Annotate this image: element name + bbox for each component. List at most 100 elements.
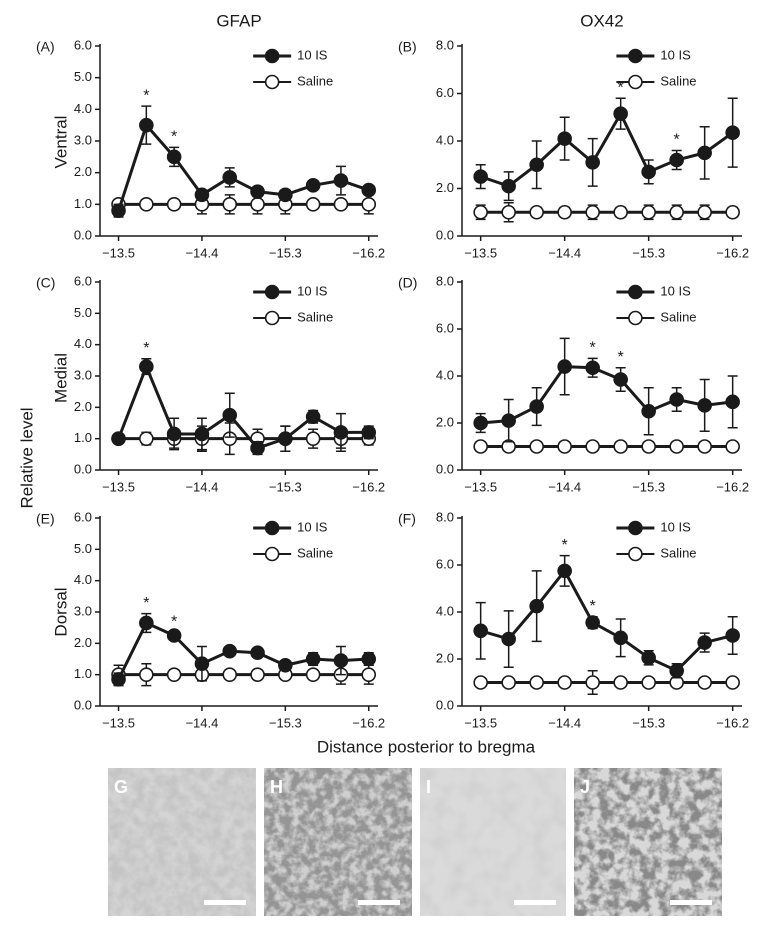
legend-label: Saline	[660, 545, 696, 560]
marker	[529, 598, 544, 614]
marker	[529, 675, 544, 690]
micrographs: G H I J	[108, 768, 722, 916]
marker	[641, 164, 656, 180]
legend-label: Saline	[297, 73, 333, 88]
marker	[222, 667, 238, 682]
marker	[305, 667, 321, 682]
y-tick-label: 8.0	[436, 509, 454, 524]
marker	[697, 398, 712, 413]
marker	[333, 425, 349, 440]
legend-label: Saline	[297, 545, 333, 560]
panel-label: (C)	[36, 275, 55, 291]
series-line	[480, 568, 734, 673]
y-tick-label: 6.0	[436, 85, 454, 100]
panel: (F) 0.0 2.0 4.0 6.0 8.0 −13.5 −14.4 −15.3 −16.2 * *…	[398, 509, 749, 730]
x-tick-label: −16.2	[352, 479, 385, 494]
significance-marker: *	[618, 79, 624, 96]
marker	[166, 197, 182, 212]
legend-label: 10 IS	[660, 283, 691, 298]
x-tick-label: −15.3	[269, 245, 302, 260]
marker	[361, 667, 377, 682]
marker	[501, 631, 516, 647]
marker	[305, 409, 321, 425]
legend-marker	[264, 284, 280, 300]
column-title: GFAP	[216, 11, 261, 30]
column-title: OX42	[580, 11, 623, 30]
marker	[669, 392, 684, 407]
scale-bar	[358, 900, 400, 905]
y-tick-label: 6.0	[436, 320, 454, 335]
series-line	[480, 365, 733, 425]
marker	[529, 204, 544, 220]
x-tick-label: −16.2	[716, 479, 749, 494]
marker	[501, 178, 516, 194]
marker	[725, 675, 740, 690]
marker	[222, 170, 238, 185]
marker	[333, 173, 349, 188]
marker	[669, 204, 684, 220]
marker	[222, 643, 238, 659]
marker	[725, 439, 740, 454]
marker	[501, 675, 516, 690]
significance-marker: *	[171, 129, 177, 146]
y-tick-label: 3.0	[74, 132, 92, 147]
legend-label: 10 IS	[660, 519, 691, 534]
y-tick-label: 2.0	[436, 650, 454, 665]
y-tick-label: 0.0	[74, 227, 92, 242]
marker	[222, 197, 238, 212]
x-tick-label: −14.4	[548, 245, 581, 260]
legend-marker	[264, 520, 280, 536]
y-tick-label: 4.0	[436, 132, 454, 147]
scale-bar	[670, 900, 712, 905]
marker	[194, 656, 210, 672]
panel: (E) 0.0 1.0 2.0 3.0 4.0 5.0 6.0 −13.5 −14.4 −15.3 −…	[36, 509, 385, 730]
marker	[529, 157, 544, 173]
significance-marker: *	[143, 595, 149, 612]
marker	[139, 197, 154, 212]
marker	[305, 431, 321, 446]
y-tick-label: 6.0	[436, 556, 454, 571]
y-tick-label: 8.0	[436, 37, 454, 52]
marker	[669, 439, 684, 454]
panel-label: (B)	[398, 39, 417, 55]
marker	[250, 184, 265, 199]
panel-label: (E)	[36, 511, 55, 527]
y-tick-label: 4.0	[74, 336, 92, 351]
significance-marker: *	[674, 132, 680, 149]
legend-marker	[264, 74, 280, 90]
marker	[641, 439, 656, 454]
marker	[529, 439, 544, 454]
y-tick-label: 0.0	[436, 461, 454, 476]
marker	[278, 657, 293, 673]
marker	[585, 439, 600, 454]
y-tick-label: 6.0	[74, 273, 92, 288]
legend-label: 10 IS	[297, 283, 328, 298]
y-tick-label: 4.0	[436, 603, 454, 618]
marker	[194, 426, 210, 442]
marker	[529, 399, 544, 414]
row-label: Dorsal	[51, 587, 70, 636]
marker	[697, 439, 712, 454]
marker	[725, 125, 740, 140]
legend-label: 10 IS	[660, 47, 691, 62]
legend-marker	[628, 74, 643, 90]
x-tick-label: −15.3	[632, 479, 665, 494]
x-axis-label: Distance posterior to bregma	[317, 737, 536, 756]
marker	[641, 204, 656, 220]
marker	[725, 628, 740, 643]
x-tick-label: −13.5	[102, 479, 135, 494]
marker	[725, 204, 740, 220]
marker	[501, 413, 516, 428]
x-tick-label: −13.5	[102, 245, 135, 260]
significance-marker: *	[590, 340, 596, 357]
marker	[613, 439, 628, 454]
scale-bar	[204, 900, 246, 905]
marker	[557, 359, 572, 374]
marker	[641, 675, 656, 690]
panel-label: (D)	[398, 275, 417, 291]
y-tick-label: 5.0	[74, 69, 92, 84]
texture	[264, 768, 412, 916]
y-tick-label: 5.0	[74, 305, 92, 320]
marker	[697, 675, 712, 690]
